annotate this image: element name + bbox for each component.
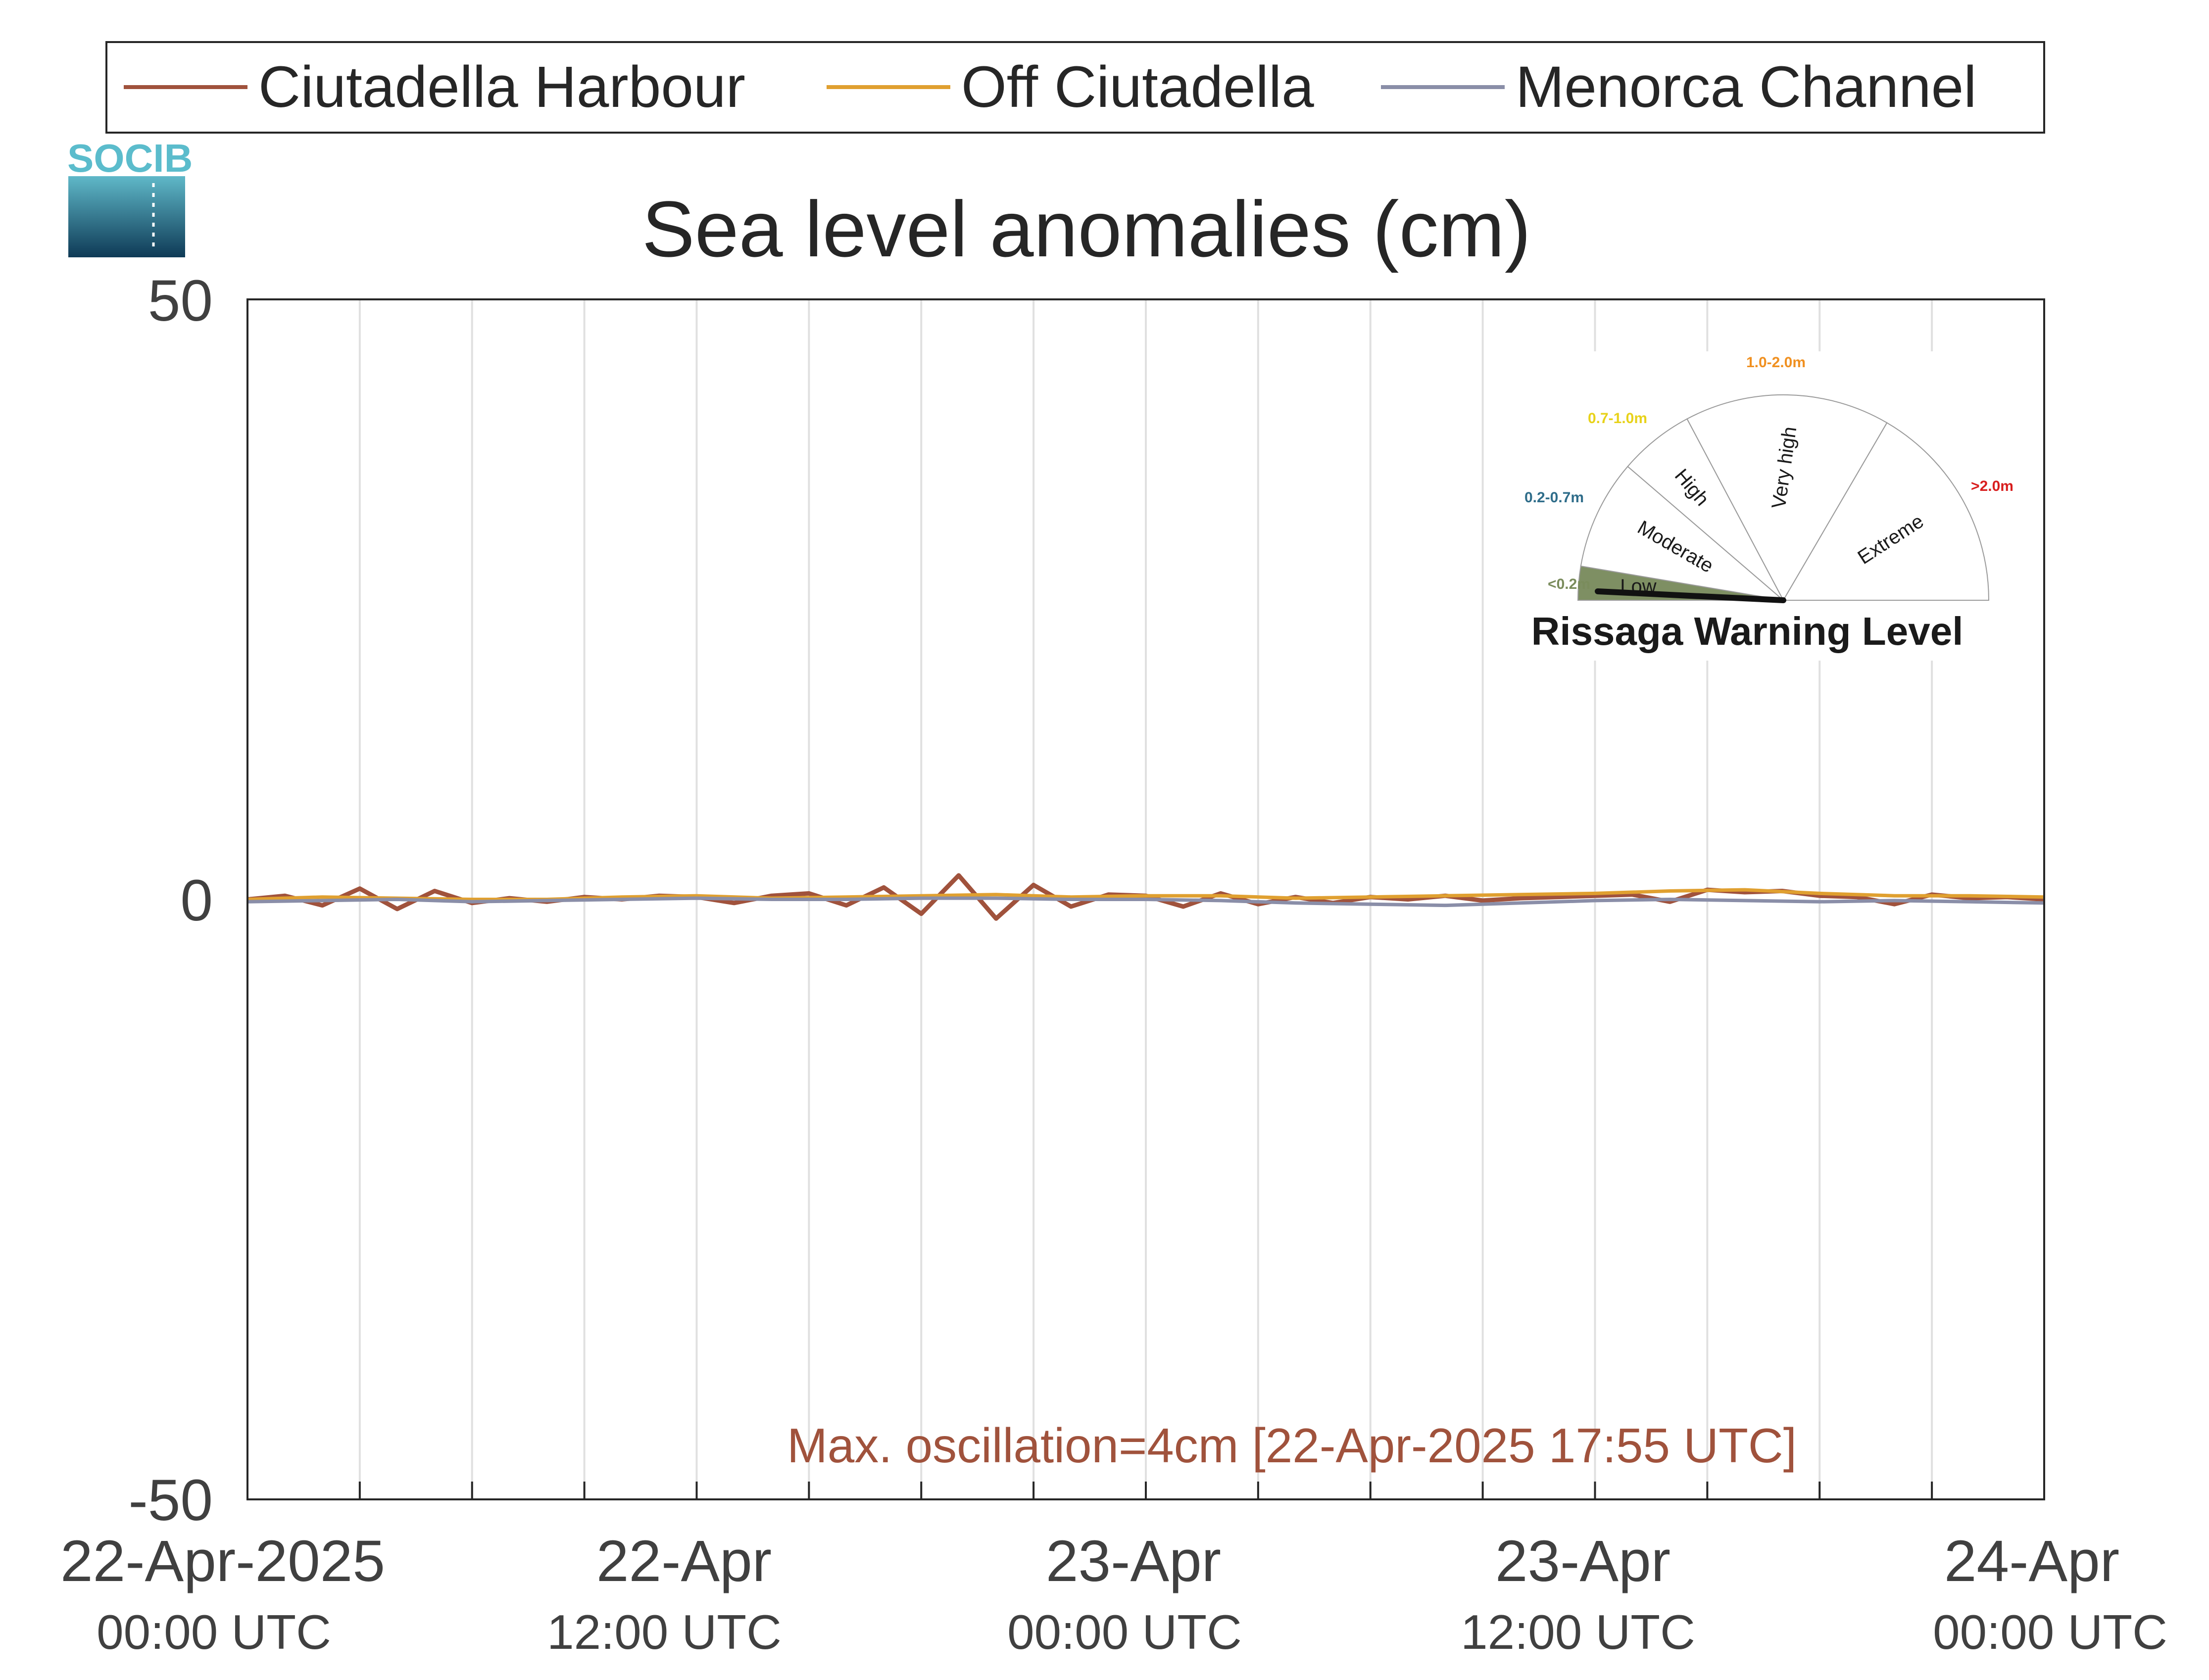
chart-title: Sea level anomalies (cm) [642,185,1531,273]
x-tick-time-label: 12:00 UTC [1461,1605,1695,1659]
max-oscillation-annotation: Max. oscillation=4cm [22-Apr-2025 17:55 … [787,1418,1797,1473]
x-tick-time-label: 00:00 UTC [1933,1605,2167,1659]
gauge-title: Rissaga Warning Level [1531,609,1964,653]
y-tick-label: 50 [148,268,213,334]
x-tick-marks [358,1482,1933,1499]
legend-label-ciutadella-harbour: Ciutadella Harbour [258,54,745,120]
y-axis: 50 0 -50 [128,268,213,1533]
y-tick-label: -50 [128,1468,213,1533]
x-tick-date-label: 23-Apr [1046,1529,1221,1594]
legend: Ciutadella Harbour Off Ciutadella Menorc… [105,41,2045,134]
legend-label-off-ciutadella: Off Ciutadella [961,54,1314,120]
legend-label-menorca-channel: Menorca Channel [1516,54,1976,120]
x-tick-date-label: 22-Apr-2025 [60,1529,385,1594]
gauge-sector-very-high [1686,394,1888,602]
socib-logo-text: SOCIB [67,136,193,180]
gauge-range-moderate: 0.2-0.7m [1524,489,1584,506]
gauge-sector-moderate [1580,466,1785,601]
gauge-sector-extreme [1782,422,1990,601]
gauge-sector-high [1627,418,1784,601]
x-tick-time-label: 00:00 UTC [1007,1605,1242,1659]
gauge-range-very-high: 1.0-2.0m [1746,354,1806,371]
gauge-range-extreme: >2.0m [1971,478,2013,494]
legend-box [105,41,2045,134]
rissaga-warning-gauge: Low Moderate High Very high Extreme <0.2… [1500,351,2027,661]
x-tick-date-label: 23-Apr [1495,1529,1670,1594]
x-tick-time-label: 12:00 UTC [547,1605,782,1659]
gauge-needle [1595,588,1786,603]
gauge-range-high: 0.7-1.0m [1588,410,1647,427]
socib-logo: SOCIB [67,136,193,257]
series-layer [247,873,2045,921]
gauge-range-low: <0.2m [1548,576,1590,592]
socib-logo-block [68,176,185,257]
x-tick-date-label: 22-Apr [596,1529,772,1594]
series-line-menorca-channel [247,896,2045,908]
y-tick-label: 0 [180,868,213,933]
x-axis: 22-Apr-2025 00:00 UTC 22-Apr 12:00 UTC 2… [60,1529,2167,1659]
x-tick-date-label: 24-Apr [1944,1529,2119,1594]
x-tick-time-label: 00:00 UTC [97,1605,331,1659]
